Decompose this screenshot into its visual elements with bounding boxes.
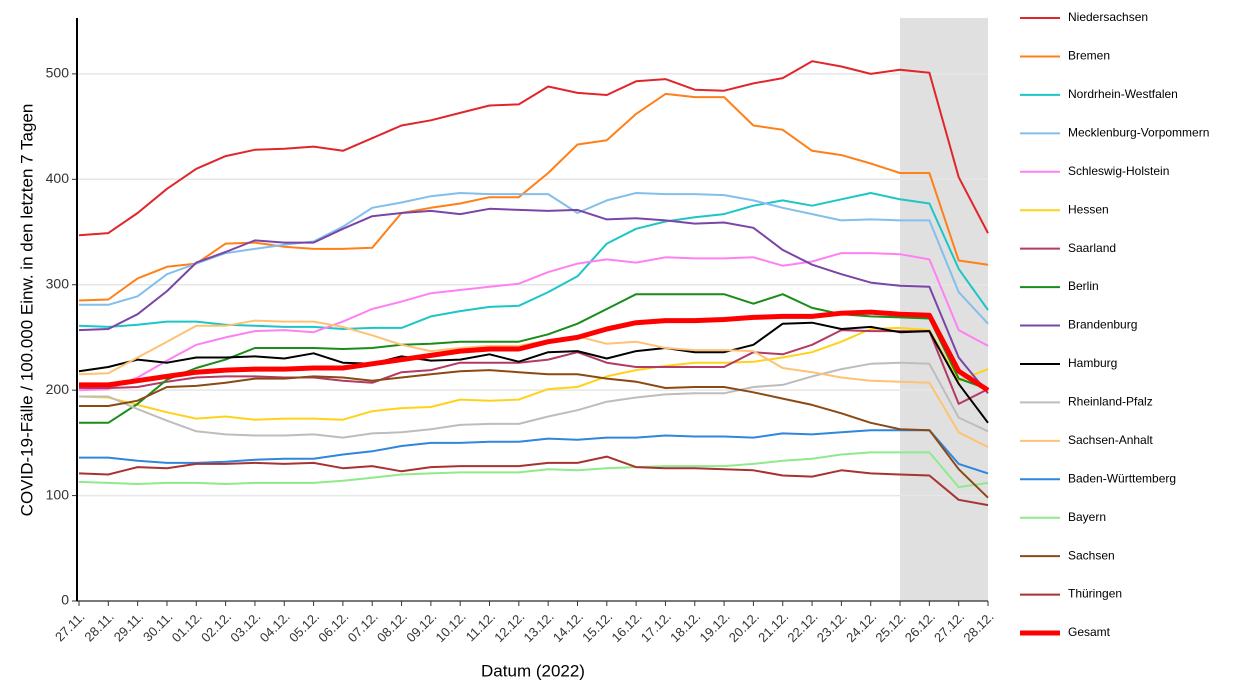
x-tick-label: 07.12. [345, 609, 381, 645]
x-tick-label: 14.12. [550, 609, 586, 645]
series-line [79, 361, 989, 439]
x-tick-label: 21.12. [755, 609, 791, 645]
legend-label: Sachsen [1068, 548, 1115, 562]
legend-label: Mecklenburg-Vorpommern [1068, 125, 1209, 139]
x-tick-label: 11.12. [463, 609, 498, 644]
x-axis-label: Datum (2022) [481, 661, 585, 680]
y-tick-label: 500 [46, 65, 70, 81]
legend-label: Baden-Württemberg [1068, 471, 1176, 485]
x-tick-label: 03.12. [227, 609, 263, 645]
series-line [79, 192, 989, 325]
legend-label: Schleswig-Holstein [1068, 164, 1169, 178]
x-tick-label: 05.12. [286, 609, 322, 645]
legend-label: Bayern [1068, 510, 1106, 524]
y-tick-label: 300 [46, 275, 70, 291]
highlight-region [900, 18, 988, 601]
x-tick-label: 19.12. [696, 609, 732, 645]
legend-label: Saarland [1068, 241, 1116, 255]
x-tick-label: 22.12. [784, 609, 820, 645]
series-line [79, 329, 989, 405]
x-tick-label: 26.12. [902, 609, 938, 645]
x-tick-label: 28.12. [960, 609, 996, 645]
legend-label: Brandenburg [1068, 318, 1137, 332]
x-tick-label: 04.12. [257, 609, 293, 645]
x-tick-label: 27.12. [931, 609, 967, 645]
x-tick-label: 02.12. [198, 609, 234, 645]
x-tick-label: 30.11. [140, 609, 175, 644]
y-tick-label: 0 [61, 592, 69, 608]
series-line [79, 369, 989, 499]
x-tick-label: 25.12. [872, 609, 908, 645]
x-tick-label: 24.12. [843, 609, 879, 645]
legend-label: Bremen [1068, 49, 1110, 63]
y-tick-label: 200 [46, 381, 70, 397]
x-tick-label: 13.12. [521, 609, 557, 645]
series-line [78, 60, 989, 237]
x-tick-label: 12.12. [491, 609, 527, 645]
series-line [78, 207, 989, 394]
series-line [78, 455, 989, 507]
series-line [78, 252, 989, 392]
series-line [78, 92, 989, 302]
series-line [78, 451, 989, 489]
x-tick-label: 29.11. [111, 609, 146, 644]
legend-label: Thüringen [1068, 587, 1122, 601]
series-line [78, 192, 989, 330]
legend-label: Niedersachsen [1068, 10, 1148, 24]
series-line [79, 309, 990, 393]
legend-label: Nordrhein-Westfalen [1068, 87, 1178, 101]
legend-label: Berlin [1068, 279, 1099, 293]
legend-label: Gesamt [1068, 625, 1111, 639]
legend-label: Rheinland-Pfalz [1068, 395, 1153, 409]
x-tick-label: 10.12. [433, 609, 469, 645]
legend-label: Hessen [1068, 202, 1109, 216]
x-tick-label: 28.11. [81, 609, 116, 644]
x-tick-label: 17.12. [638, 609, 674, 645]
x-tick-label: 18.12. [667, 609, 703, 645]
x-tick-label: 27.11. [52, 609, 87, 644]
x-tick-label: 01.12. [169, 609, 205, 645]
series-line [78, 326, 989, 421]
x-tick-label: 23.12. [814, 609, 850, 645]
series-line [78, 321, 989, 424]
x-tick-label: 08.12. [374, 609, 410, 645]
x-tick-label: 20.12. [726, 609, 762, 645]
legend-label: Sachsen-Anhalt [1068, 433, 1153, 447]
y-tick-label: 400 [46, 170, 70, 186]
series-line [79, 429, 989, 475]
y-tick-label: 100 [46, 486, 70, 502]
x-tick-label: 09.12. [403, 609, 439, 645]
x-tick-label: 16.12. [609, 609, 645, 645]
x-tick-label: 15.12. [579, 609, 615, 645]
legend-label: Hamburg [1068, 356, 1117, 370]
x-tick-label: 06.12. [315, 609, 351, 645]
y-axis-label: COVID-19-Fälle / 100.000 Einw. in den le… [17, 104, 36, 517]
